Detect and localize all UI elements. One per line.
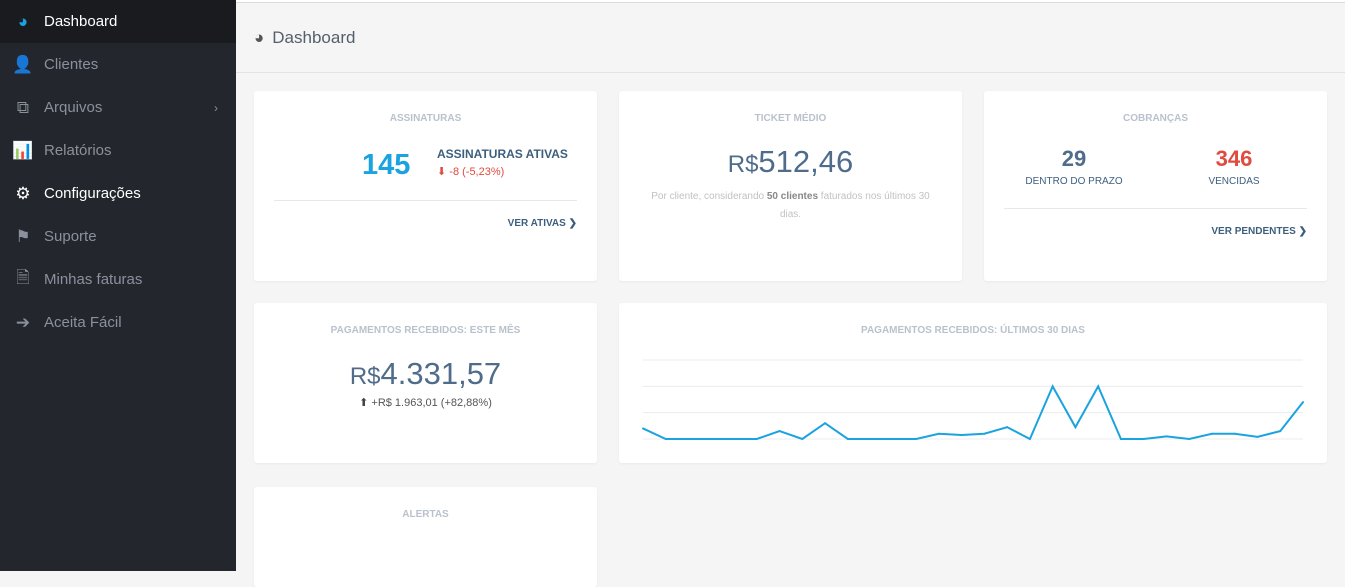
data-point xyxy=(1051,385,1054,388)
data-point xyxy=(710,438,713,440)
data-point xyxy=(1256,435,1259,438)
data-point xyxy=(937,432,940,435)
card-title: COBRANÇAS xyxy=(1123,113,1188,124)
sidebar-item-label: Dashboard xyxy=(44,13,118,30)
ticket-value: R$512,46 xyxy=(727,144,854,179)
arrow-up-circle-icon: ⬆ xyxy=(359,397,369,409)
divider xyxy=(1004,208,1307,209)
data-point xyxy=(687,438,690,440)
card-pagamentos-mes: PAGAMENTOS RECEBIDOS: ESTE MÊS R$4.331,5… xyxy=(254,303,597,463)
dashboard-icon: ◕ xyxy=(254,27,265,47)
line-chart xyxy=(642,359,1304,441)
sign-in-icon: ➔ xyxy=(15,312,31,332)
card-alertas: ALERTAS xyxy=(254,487,597,587)
sidebar-item-configurações[interactable]: ⚙ Configurações xyxy=(0,172,236,215)
data-point xyxy=(1074,426,1077,429)
bar-chart-icon: 📊 xyxy=(12,140,34,160)
data-point xyxy=(1119,438,1122,440)
sidebar-item-minhas-faturas[interactable]: 🗎 Minhas faturas xyxy=(0,258,236,301)
ver-ativas-link[interactable]: VER ATIVAS ❯ xyxy=(507,218,577,229)
data-point xyxy=(869,438,872,440)
sidebar-item-suporte[interactable]: ⚑ Suporte xyxy=(0,215,236,258)
data-point xyxy=(1165,435,1168,438)
data-point xyxy=(892,438,895,440)
sidebar-item-relatórios[interactable]: 📊 Relatórios xyxy=(0,129,236,172)
sidebar-item-label: Configurações xyxy=(44,185,141,202)
sidebar-item-label: Suporte xyxy=(44,228,97,245)
payments-value: R$4.331,57 xyxy=(349,356,502,391)
ticket-note: Por cliente, considerando 50 clientes fa… xyxy=(651,191,930,220)
data-point xyxy=(915,438,918,440)
data-point xyxy=(1302,401,1304,404)
on-time: 29 DENTRO DO PRAZO xyxy=(1025,146,1123,187)
sidebar-item-label: Minhas faturas xyxy=(44,271,143,288)
sidebar: ◕ Dashboard 👤 Clientes ⧉ Arquivos › 📊 Relatórios… xyxy=(0,0,236,571)
card-cobrancas: COBRANÇAS 29 DENTRO DO PRAZO 346 VENCIDA… xyxy=(984,91,1327,281)
sidebar-item-label: Clientes xyxy=(44,56,99,73)
page-header: ◕ Dashboard xyxy=(236,3,1345,73)
page-title: Dashboard xyxy=(272,27,356,47)
series-line xyxy=(642,384,1304,441)
data-point xyxy=(1142,438,1145,440)
dashboard-icon: ◕ xyxy=(17,11,29,31)
data-point xyxy=(1028,438,1031,440)
data-point xyxy=(846,438,849,440)
sidebar-item-label: Relatórios xyxy=(44,142,112,159)
data-point xyxy=(1006,426,1009,429)
data-point xyxy=(801,438,804,440)
active-label: ASSINATURAS ATIVAS xyxy=(437,147,568,161)
data-point xyxy=(1188,438,1191,440)
data-point xyxy=(983,432,986,435)
document-icon: 🗎 xyxy=(16,268,30,287)
data-point xyxy=(960,434,963,437)
card-chart: PAGAMENTOS RECEBIDOS: ÚLTIMOS 30 DIAS xyxy=(619,303,1327,463)
sidebar-item-arquivos[interactable]: ⧉ Arquivos › xyxy=(0,86,236,129)
user-icon: 👤 xyxy=(12,54,34,74)
data-point xyxy=(642,427,644,430)
card-title: PAGAMENTOS RECEBIDOS: ESTE MÊS xyxy=(330,325,521,336)
change-badge: ⬇ -8 (-5,23%) xyxy=(437,166,505,178)
data-point xyxy=(733,438,736,440)
card-title: ASSINATURAS xyxy=(389,113,462,124)
gears-icon: ⚙ xyxy=(15,183,31,203)
divider xyxy=(274,200,577,201)
active-count: 145 xyxy=(362,149,411,181)
chart-title: PAGAMENTOS RECEBIDOS: ÚLTIMOS 30 DIAS xyxy=(861,325,1085,336)
card-title: ALERTAS xyxy=(402,509,449,520)
sidebar-item-aceita-fácil[interactable]: ➔ Aceita Fácil xyxy=(0,301,236,344)
arrow-down-circle-icon: ⬇ xyxy=(437,166,447,178)
payments-change: ⬆ +R$ 1.963,01 (+82,88%) xyxy=(359,397,492,409)
files-icon: ⧉ xyxy=(16,97,30,117)
card-ticket-medio: TICKET MÉDIO R$512,46 Por cliente, consi… xyxy=(619,91,962,281)
sidebar-item-dashboard[interactable]: ◕ Dashboard xyxy=(0,0,236,43)
data-point xyxy=(1210,432,1213,435)
top-bar xyxy=(236,0,1345,3)
data-point xyxy=(824,422,827,425)
data-point xyxy=(664,438,667,440)
data-point xyxy=(1279,430,1282,433)
card-assinaturas: ASSINATURAS 145 ASSINATURAS ATIVAS ⬇ -8 … xyxy=(254,91,597,281)
data-point xyxy=(1233,432,1236,435)
data-point xyxy=(778,430,781,433)
sidebar-item-label: Aceita Fácil xyxy=(44,314,122,331)
sidebar-item-label: Arquivos xyxy=(44,99,103,116)
sidebar-item-clientes[interactable]: 👤 Clientes xyxy=(0,43,236,86)
data-point xyxy=(755,438,758,440)
card-title: TICKET MÉDIO xyxy=(754,113,827,124)
overdue: 346 VENCIDAS xyxy=(1208,146,1260,187)
ver-pendentes-link[interactable]: VER PENDENTES ❯ xyxy=(1211,226,1307,237)
data-point xyxy=(1097,385,1100,388)
chevron-right-icon: › xyxy=(214,100,218,115)
flag-icon: ⚑ xyxy=(15,226,31,246)
